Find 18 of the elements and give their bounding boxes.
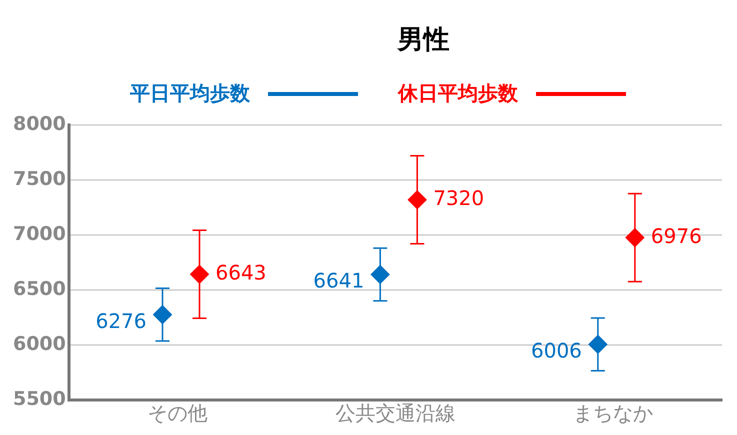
data-label: 6641 <box>313 268 364 293</box>
y-tick-label: 6000 <box>12 332 66 355</box>
data-label: 6006 <box>531 338 582 363</box>
chart-title: 男性 <box>396 24 450 57</box>
y-tick-label: 8000 <box>12 112 66 135</box>
y-tick-label: 7500 <box>12 168 66 190</box>
x-tick-label: まちなか <box>573 401 654 426</box>
legend-label: 休日平均歩数 <box>398 80 518 107</box>
data-label: 6276 <box>96 308 146 333</box>
legend-label: 平日平均歩数 <box>130 80 250 107</box>
x-tick-label: その他 <box>148 401 208 426</box>
y-tick-label: 6500 <box>12 278 66 300</box>
data-label: 7320 <box>433 186 484 210</box>
data-label: 6976 <box>650 224 702 248</box>
y-tick-label: 5500 <box>12 388 66 410</box>
data-label: 6643 <box>216 260 266 284</box>
x-tick-label: 公共交通沿線 <box>335 401 456 426</box>
y-tick-label: 7000 <box>12 222 66 245</box>
